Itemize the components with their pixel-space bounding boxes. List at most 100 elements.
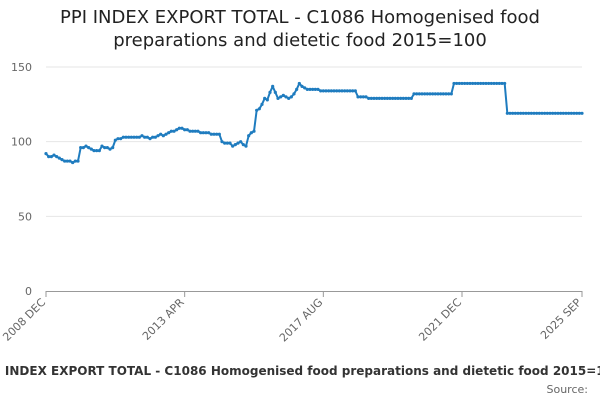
- data-point: [476, 81, 480, 86]
- x-tick-label: 2013 APR: [140, 296, 187, 343]
- data-point: [457, 81, 461, 86]
- data-point: [417, 92, 421, 96]
- data-point: [129, 135, 133, 139]
- data-point: [148, 137, 152, 141]
- data-point: [207, 131, 211, 135]
- data-point: [311, 87, 315, 91]
- data-point: [153, 135, 157, 139]
- data-point: [215, 132, 219, 136]
- data-point: [353, 89, 357, 93]
- data-point: [52, 153, 56, 157]
- data-point: [65, 159, 69, 163]
- data-point: [244, 144, 248, 148]
- data-point: [447, 92, 451, 96]
- data-point: [60, 157, 64, 162]
- data-point: [252, 129, 256, 133]
- data-point: [548, 111, 552, 115]
- data-point: [220, 140, 224, 144]
- data-point: [543, 111, 547, 115]
- data-point: [529, 111, 533, 115]
- data-point: [471, 81, 475, 86]
- data-point: [100, 144, 104, 148]
- data-point: [164, 132, 168, 136]
- data-point: [287, 96, 291, 100]
- data-point: [81, 146, 85, 150]
- data-point: [257, 107, 261, 111]
- data-point: [121, 135, 125, 139]
- data-point: [116, 137, 120, 141]
- data-point: [473, 81, 477, 86]
- data-point: [105, 146, 109, 150]
- data-point: [505, 111, 509, 115]
- data-point: [580, 111, 584, 115]
- data-point: [79, 146, 83, 150]
- data-point: [319, 89, 323, 93]
- data-point: [305, 87, 309, 91]
- data-point: [255, 108, 259, 112]
- data-point: [329, 89, 333, 93]
- data-point: [159, 132, 163, 136]
- series-line: [45, 82, 582, 164]
- data-point: [73, 159, 77, 163]
- data-point: [145, 135, 149, 139]
- data-point: [569, 111, 573, 115]
- data-point: [76, 159, 80, 163]
- data-point: [385, 96, 389, 100]
- data-point: [556, 111, 560, 115]
- data-point: [295, 87, 299, 91]
- y-tick-label: 100: [11, 136, 32, 149]
- data-point: [503, 81, 507, 86]
- series: [44, 81, 584, 165]
- data-point: [89, 147, 93, 151]
- data-point: [412, 92, 416, 96]
- y-tick-label: 150: [11, 61, 32, 74]
- gridlines: [46, 66, 582, 217]
- data-point: [439, 92, 443, 96]
- data-point: [249, 131, 253, 135]
- data-point: [513, 111, 517, 115]
- data-point: [196, 129, 200, 133]
- data-point: [564, 111, 568, 115]
- data-point: [156, 134, 160, 138]
- x-tick-label: 2025 SEP: [538, 296, 584, 342]
- data-point: [55, 155, 59, 159]
- data-point: [553, 111, 557, 115]
- data-point: [57, 156, 61, 160]
- data-point: [263, 96, 267, 100]
- data-point: [151, 135, 155, 139]
- data-point: [111, 146, 115, 150]
- data-point: [380, 96, 384, 100]
- data-point: [388, 96, 392, 100]
- data-point: [68, 159, 72, 163]
- data-point: [239, 140, 243, 144]
- data-point: [127, 135, 131, 139]
- data-point: [44, 152, 48, 156]
- data-point: [487, 81, 491, 86]
- data-point: [391, 96, 395, 100]
- data-point: [575, 111, 579, 115]
- data-point: [180, 126, 184, 130]
- x-tick-label: 2017 AUG: [277, 296, 326, 345]
- data-point: [84, 144, 88, 148]
- data-point: [396, 96, 400, 100]
- data-point: [183, 128, 187, 132]
- data-point: [452, 81, 456, 86]
- data-point: [577, 111, 581, 115]
- data-point: [337, 89, 341, 93]
- data-point: [175, 128, 179, 132]
- data-point: [71, 160, 75, 165]
- data-point: [140, 134, 144, 138]
- data-point: [335, 89, 339, 93]
- data-point: [185, 128, 189, 132]
- data-point: [132, 135, 136, 139]
- data-point: [87, 146, 91, 150]
- x-tick-label: 2021 DEC: [416, 296, 464, 344]
- data-point: [233, 143, 237, 147]
- data-point: [343, 89, 347, 93]
- data-point: [108, 147, 112, 151]
- data-point: [300, 84, 304, 89]
- data-point: [284, 95, 288, 99]
- data-point: [276, 96, 280, 100]
- data-point: [241, 143, 245, 147]
- data-point: [225, 141, 229, 145]
